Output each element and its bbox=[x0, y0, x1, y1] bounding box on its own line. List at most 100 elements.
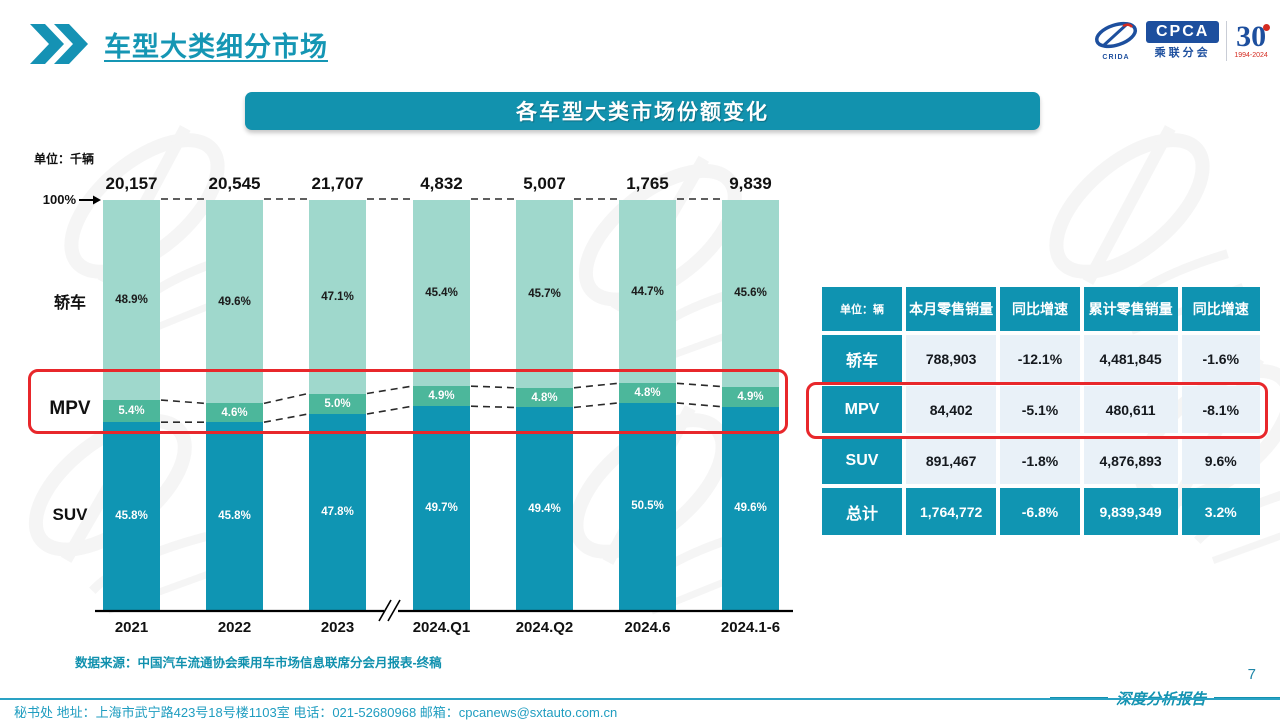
bar-total-label: 4,832 bbox=[420, 174, 463, 193]
cell-value: 480,611 bbox=[1083, 386, 1178, 433]
bar-segment-mpv bbox=[413, 386, 470, 407]
segment-value-label: 48.9% bbox=[115, 293, 148, 306]
segment-value-label: 4.8% bbox=[531, 391, 558, 404]
double-chevron-icon bbox=[30, 24, 88, 64]
bar-segment-suv bbox=[103, 422, 160, 610]
segment-value-label: 5.0% bbox=[324, 397, 351, 410]
series-label-sedan: 轿车 bbox=[53, 295, 86, 312]
bar-segment-mpv bbox=[206, 403, 263, 423]
cell-value: 4,876,893 bbox=[1083, 437, 1178, 484]
cpca-chinese-label: 乘联分会 bbox=[1154, 47, 1211, 59]
segment-value-label: 49.7% bbox=[425, 502, 458, 515]
row-label-total: 总计 bbox=[822, 488, 902, 535]
table-header-row: 单位：辆 本月零售销量 同比增速 累计零售销量 同比增速 bbox=[822, 287, 1260, 331]
bar-segment-sedan bbox=[722, 199, 779, 387]
row-label-mpv: MPV bbox=[822, 386, 902, 433]
bar-total-label: 20,545 bbox=[208, 174, 261, 193]
anniversary-number: 30 bbox=[1236, 22, 1271, 52]
segment-value-label: 5.4% bbox=[118, 405, 145, 418]
cell-value: 9.6% bbox=[1181, 437, 1260, 484]
bar-segment-sedan bbox=[309, 200, 366, 394]
segment-value-label: 47.1% bbox=[321, 290, 354, 303]
cell-value: 3.2% bbox=[1181, 488, 1260, 535]
bar-segment-sedan bbox=[103, 199, 160, 401]
data-source-note: 数据来源：中国汽车流通协会乘用车市场信息联席分会月报表-终稿 bbox=[75, 656, 442, 670]
bar-segment-sedan bbox=[413, 200, 470, 387]
cell-value: -1.6% bbox=[1181, 335, 1260, 382]
segment-value-label: 4.6% bbox=[221, 406, 248, 419]
segment-value-label: 50.5% bbox=[631, 500, 664, 513]
bar-total-label: 5,007 bbox=[523, 174, 566, 193]
segment-value-label: 49.6% bbox=[218, 295, 251, 308]
segment-value-label: 44.7% bbox=[631, 285, 664, 298]
x-axis-label: 2023 bbox=[320, 619, 355, 636]
bar-segment-sedan bbox=[619, 200, 676, 384]
segment-value-label: 45.8% bbox=[115, 510, 148, 523]
bar-segment-mpv bbox=[619, 383, 676, 403]
cell-value: 4,481,845 bbox=[1083, 335, 1178, 382]
table-unit-header: 单位：辆 bbox=[822, 287, 902, 331]
cell-value: -1.8% bbox=[1000, 437, 1080, 484]
cpca-wordmark: CPCA bbox=[1146, 21, 1220, 43]
col-header-monthly-retail: 本月零售销量 bbox=[906, 287, 997, 331]
cell-value: 788,903 bbox=[906, 335, 997, 382]
cell-value: 891,467 bbox=[906, 437, 997, 484]
axis-100-label: 100% bbox=[42, 192, 76, 207]
table-row-suv: SUV 891,467 -1.8% 4,876,893 9.6% bbox=[822, 437, 1260, 484]
row-label-suv: SUV bbox=[822, 437, 902, 484]
segment-value-label: 4.9% bbox=[428, 390, 455, 403]
x-axis-label: 2024.6 bbox=[624, 619, 671, 636]
segment-value-label: 45.6% bbox=[734, 287, 767, 300]
bar-segment-sedan bbox=[516, 200, 573, 388]
banner-title: 各车型大类市场份额变化 bbox=[516, 101, 769, 124]
header: 车型大类细分市场 bbox=[30, 24, 328, 64]
section-banner: 各车型大类市场份额变化 bbox=[245, 92, 1040, 130]
bar-segment-mpv bbox=[309, 393, 366, 415]
col-header-cumulative-retail: 累计零售销量 bbox=[1083, 287, 1178, 331]
segment-value-label: 45.7% bbox=[528, 288, 561, 301]
bar-total-label: 21,707 bbox=[311, 174, 364, 193]
anniversary-years: 1994-2024 bbox=[1234, 52, 1268, 59]
series-label-mpv: MPV bbox=[49, 398, 91, 419]
bar-segment-mpv bbox=[516, 387, 573, 408]
footer-divider bbox=[0, 698, 1280, 700]
bar-segment-suv bbox=[722, 406, 779, 610]
segment-value-label: 45.4% bbox=[425, 287, 458, 300]
crida-label: CRIDA bbox=[1102, 54, 1130, 61]
cpca-swoosh-icon: CRIDA bbox=[1093, 20, 1139, 61]
table-row-total: 总计 1,764,772 -6.8% 9,839,349 3.2% bbox=[822, 488, 1260, 535]
chart-unit-label: 单位：千辆 bbox=[34, 152, 95, 166]
segment-value-label: 4.9% bbox=[737, 390, 764, 403]
sales-table: 单位：辆 本月零售销量 同比增速 累计零售销量 同比增速 轿车 788,903 … bbox=[806, 283, 1268, 539]
bar-segment-suv bbox=[619, 402, 676, 610]
segment-value-label: 49.4% bbox=[528, 502, 561, 515]
bar-segment-mpv bbox=[103, 400, 160, 423]
x-axis-label: 2021 bbox=[114, 619, 149, 636]
row-label-sedan: 轿车 bbox=[822, 335, 902, 382]
cell-value: -8.1% bbox=[1181, 386, 1260, 433]
col-header-yoy-growth: 同比增速 bbox=[1000, 287, 1080, 331]
page-number: 7 bbox=[1247, 666, 1256, 683]
segment-value-label: 45.8% bbox=[218, 510, 251, 523]
logo-divider bbox=[1226, 20, 1228, 61]
cell-value: 84,402 bbox=[906, 386, 997, 433]
cell-value: -12.1% bbox=[1000, 335, 1080, 382]
cell-value: 9,839,349 bbox=[1083, 488, 1178, 535]
report-label: 深度分析报告 bbox=[1116, 692, 1207, 708]
table-row-sedan: 轿车 788,903 -12.1% 4,481,845 -1.6% bbox=[822, 335, 1260, 382]
segment-value-label: 47.8% bbox=[321, 506, 354, 518]
bar-segment-suv bbox=[309, 414, 366, 610]
cell-value: -6.8% bbox=[1000, 488, 1080, 535]
anniversary-logo: 30 1994-2024 bbox=[1234, 22, 1271, 59]
x-axis-label: 2024.Q2 bbox=[515, 619, 574, 636]
bar-total-label: 1,765 bbox=[626, 174, 669, 193]
table-row-mpv: MPV 84,402 -5.1% 480,611 -8.1% bbox=[822, 386, 1260, 433]
segment-value-label: 4.8% bbox=[634, 387, 661, 400]
x-axis-label: 2024.Q1 bbox=[412, 619, 471, 636]
bar-segment-suv bbox=[413, 406, 470, 610]
bar-total-label: 9,839 bbox=[729, 174, 772, 193]
cpca-logo: CRIDA CPCA 乘联分会 30 1994-2024 bbox=[1093, 20, 1271, 61]
bar-total-label: 20,157 bbox=[105, 174, 158, 193]
series-label-suv: SUV bbox=[52, 505, 88, 524]
